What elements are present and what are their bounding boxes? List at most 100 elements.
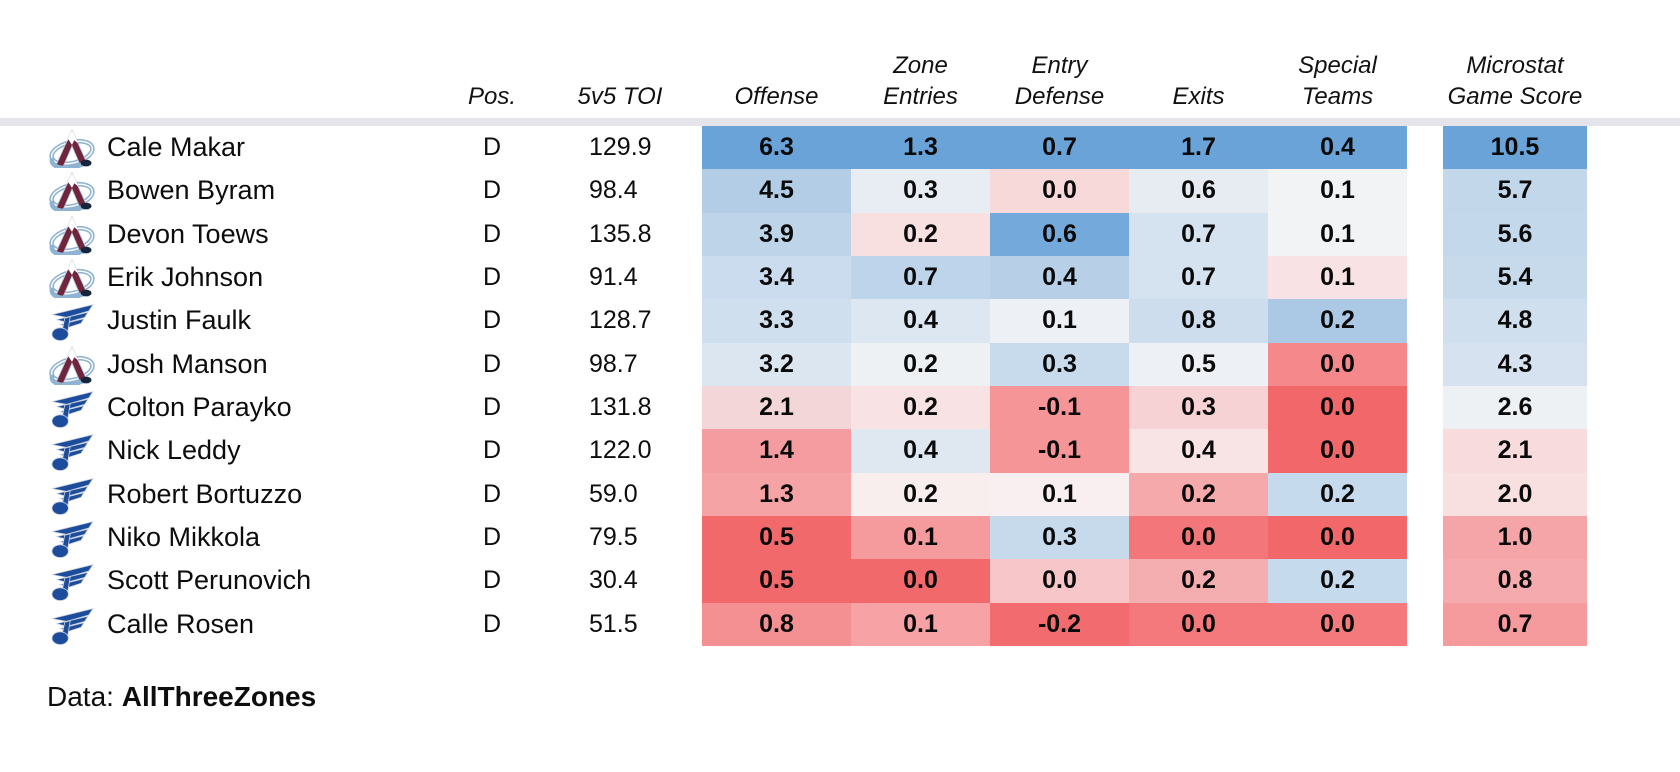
heat-cell-entry-defense: 0.1	[990, 299, 1129, 343]
col-header-special-teams-line2: Teams	[1301, 83, 1374, 110]
position-value: D	[482, 133, 502, 161]
heat-cell-entry-defense: 0.0	[990, 559, 1129, 603]
position-value: D	[482, 263, 502, 291]
heat-cell-offense: 1.3	[702, 472, 851, 516]
heat-cell-offense: 6.3	[702, 126, 851, 170]
col-header-special-teams: Special Teams	[1268, 36, 1407, 112]
heat-cell-entry-defense: 0.0	[990, 169, 1129, 213]
heat-cell-exits: 0.0	[1129, 516, 1268, 560]
heat-cell-entry-defense: 0.6	[990, 212, 1129, 256]
heat-cell-special-teams: 0.4	[1268, 126, 1407, 170]
position-value: D	[482, 479, 502, 508]
data-source-credit: Data: AllThreeZones	[47, 681, 316, 713]
blues-logo-icon	[51, 304, 94, 342]
heat-cell-entry-defense: 0.3	[990, 342, 1129, 386]
position-value: D	[482, 566, 502, 595]
heat-cell-offense: 2.1	[702, 386, 851, 430]
heat-cell-exits: 0.2	[1129, 472, 1268, 516]
col-header-pos: Pos.	[442, 36, 542, 112]
col-header-special-teams-line1: Special	[1298, 52, 1377, 79]
heat-cell-game-score: 0.7	[1443, 602, 1587, 646]
blues-logo-icon	[51, 564, 94, 602]
heat-cell-game-score: 1.0	[1443, 516, 1587, 560]
toi-value: 51.5	[589, 609, 638, 638]
col-header-game-score-line1: Microstat	[1466, 52, 1564, 79]
heat-cell-exits: 0.0	[1129, 602, 1268, 646]
heat-cell-exits: 0.6	[1129, 169, 1268, 213]
player-name: Josh Manson	[107, 348, 268, 379]
col-header-entry-defense: Entry Defense	[990, 36, 1129, 112]
heat-cell-game-score: 2.0	[1443, 472, 1587, 516]
table-row: Robert Bortuzzo D 59.0 1.3 0.2 0.1 0.2 0…	[0, 472, 1680, 516]
heat-cell-game-score: 5.6	[1443, 212, 1587, 256]
heat-cell-offense: 4.5	[702, 169, 851, 213]
heat-cell-entry-defense: 0.3	[990, 516, 1129, 560]
col-header-toi-label: 5v5 TOI	[577, 83, 663, 110]
avalanche-logo-icon	[49, 258, 95, 298]
heat-cell-offense: 0.5	[702, 516, 851, 560]
toi-value: 79.5	[589, 523, 638, 551]
player-name: Cale Makar	[107, 132, 246, 162]
heat-cell-zone-entries: 0.4	[851, 299, 990, 343]
heat-cell-game-score: 5.4	[1443, 256, 1587, 300]
table-row: Scott Perunovich D 30.4 0.5 0.0 0.0 0.2 …	[0, 559, 1680, 603]
col-header-toi: 5v5 TOI	[560, 36, 680, 112]
heat-cell-zone-entries: 1.3	[851, 126, 990, 170]
table-row: Devon Toews D 135.8 3.9 0.2 0.6 0.7 0.1 …	[0, 212, 1680, 256]
heat-cell-exits: 0.4	[1129, 429, 1268, 473]
heat-cell-exits: 1.7	[1129, 126, 1268, 170]
team-logo	[46, 605, 98, 645]
player-name: Bowen Byram	[107, 175, 276, 206]
blues-logo-icon	[51, 477, 94, 515]
heat-cell-zone-entries: 0.7	[851, 256, 990, 300]
heat-cell-game-score: 4.3	[1443, 342, 1587, 386]
col-header-offense-label: Offense	[734, 83, 819, 110]
heat-cell-game-score: 5.7	[1443, 169, 1587, 213]
heat-cell-zone-entries: 0.1	[851, 516, 990, 560]
heat-cell-special-teams: 0.0	[1268, 516, 1407, 560]
heat-cell-entry-defense: 0.1	[990, 472, 1129, 516]
table-row: Erik Johnson D 91.4 3.4 0.7 0.4 0.7 0.1 …	[0, 256, 1680, 300]
heat-cell-special-teams: 0.1	[1268, 256, 1407, 300]
avalanche-logo-icon	[49, 215, 95, 255]
player-name: Scott Perunovich	[107, 565, 312, 596]
heat-cell-zone-entries: 0.2	[851, 472, 990, 516]
player-name: Niko Mikkola	[107, 522, 261, 552]
position-value: D	[482, 176, 502, 205]
heat-cell-exits: 0.7	[1129, 212, 1268, 256]
team-logo	[46, 388, 98, 428]
heat-cell-special-teams: 0.0	[1268, 342, 1407, 386]
table-row: Josh Manson D 98.7 3.2 0.2 0.3 0.5 0.0 4…	[0, 342, 1680, 386]
toi-value: 122.0	[589, 436, 652, 465]
col-header-offense: Offense	[702, 36, 851, 112]
heat-cell-special-teams: 0.1	[1268, 169, 1407, 213]
blues-logo-icon	[51, 607, 94, 645]
data-source-name: AllThreeZones	[121, 681, 317, 712]
heat-cell-exits: 0.7	[1129, 256, 1268, 300]
heat-cell-game-score: 2.1	[1443, 429, 1587, 473]
col-header-entry-defense-line1: Entry	[1031, 52, 1088, 79]
table-row: Justin Faulk D 128.7 3.3 0.4 0.1 0.8 0.2…	[0, 299, 1680, 343]
heat-cell-offense: 0.5	[702, 559, 851, 603]
position-value: D	[482, 393, 502, 421]
heat-cell-exits: 0.8	[1129, 299, 1268, 343]
avalanche-logo-icon	[49, 345, 95, 385]
heat-cell-zone-entries: 0.2	[851, 342, 990, 386]
header-divider-band	[0, 118, 1680, 126]
heat-cell-special-teams: 0.2	[1268, 472, 1407, 516]
heat-cell-game-score: 10.5	[1443, 126, 1587, 170]
team-logo	[46, 258, 98, 298]
position-value: D	[482, 609, 502, 638]
blues-logo-icon	[51, 390, 94, 428]
heat-cell-special-teams: 0.2	[1268, 559, 1407, 603]
heat-cell-game-score: 2.6	[1443, 386, 1587, 430]
heat-cell-entry-defense: 0.7	[990, 126, 1129, 170]
heat-cell-special-teams: 0.0	[1268, 429, 1407, 473]
avalanche-logo-icon	[49, 172, 95, 212]
heat-cell-zone-entries: 0.2	[851, 386, 990, 430]
col-header-game-score-line2: Game Score	[1447, 83, 1583, 110]
team-logo	[46, 171, 98, 212]
team-logo	[46, 475, 98, 515]
avalanche-logo-icon	[49, 128, 95, 168]
